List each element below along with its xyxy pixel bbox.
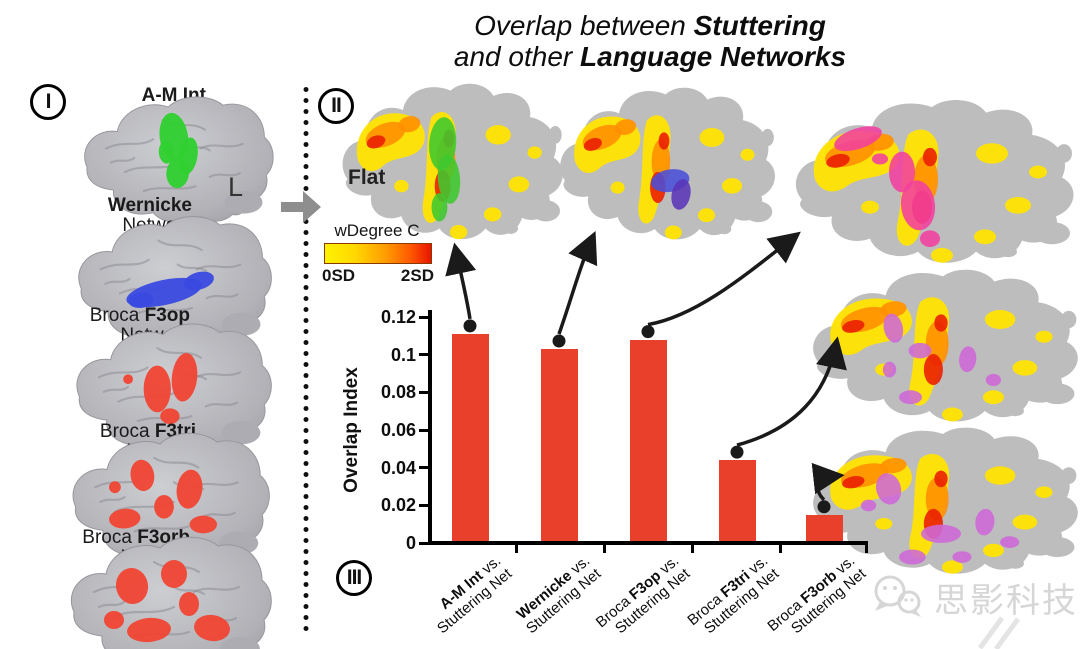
y-tick-label: 0.06 (380, 420, 416, 440)
colorbar-gradient (324, 243, 432, 264)
y-tick-label: 0.08 (380, 382, 416, 403)
x-tick (514, 545, 518, 553)
brain-render-2 (60, 316, 274, 458)
panel-divider (303, 84, 309, 636)
colorbar-title: wDegree C (334, 221, 420, 240)
flat-map-0 (330, 80, 568, 248)
brain-render-3 (56, 426, 272, 568)
flat-map-surface (813, 427, 1078, 574)
flat-map-4 (798, 424, 1080, 582)
y-tick (419, 541, 429, 545)
x-tick (778, 545, 782, 553)
flat-map-2 (780, 96, 1080, 272)
bar-2 (630, 339, 667, 541)
brain-surface (76, 323, 272, 454)
bar-to-map-arrow (557, 231, 598, 335)
bar-4 (806, 514, 843, 542)
flat-label: Flat (348, 166, 386, 189)
brain-surface (70, 536, 272, 649)
brain-render-4 (54, 532, 274, 649)
panel-arrow-icon (281, 191, 321, 223)
flat-map-3 (798, 266, 1080, 430)
panel-iii-badge: III (336, 560, 372, 596)
y-tick-label: 0 (405, 533, 416, 553)
bar-3 (719, 460, 756, 541)
brain-surface (78, 216, 272, 346)
flat-map-surface (795, 99, 1074, 263)
title-line2-bold: Language Networks (580, 41, 847, 72)
bar-marker-dot (552, 334, 566, 348)
panel-ii-badge: II (318, 88, 354, 124)
y-tick (419, 428, 429, 432)
watermark-text: 思影科技 (934, 581, 1078, 620)
wechat-icon (874, 575, 921, 617)
y-tick (419, 503, 429, 507)
bar-1 (541, 349, 578, 541)
bar-marker-dot (641, 325, 655, 339)
title-line1-pre: Overlap between (474, 10, 694, 41)
brain-surface (84, 96, 274, 223)
watermark: 思影科技 (866, 570, 1078, 624)
title-line1-bold: Stuttering (693, 10, 826, 41)
brain-render-0 (68, 92, 276, 224)
colorbar-max-label: 2SD (400, 266, 434, 285)
bar-to-map-arrow (647, 231, 801, 327)
bar-marker-dot (730, 445, 744, 459)
bar-to-map-arrow (445, 242, 477, 320)
y-tick-label: 0.12 (380, 307, 416, 327)
x-tick (864, 545, 868, 553)
title-line-1: Overlap between Stuttering (360, 10, 940, 41)
y-tick-label: 0.04 (380, 457, 416, 478)
y-axis (428, 310, 432, 545)
flat-map-1 (548, 84, 780, 248)
figure-title: Overlap between Stuttering and other Lan… (360, 10, 940, 72)
x-tick (690, 545, 694, 553)
title-line2-pre: and other (453, 41, 581, 72)
y-tick (419, 390, 429, 394)
brain-surface (72, 432, 270, 565)
bar-0 (452, 333, 489, 541)
y-tick (419, 353, 429, 357)
colorbar-min-label: 0SD (322, 266, 356, 285)
flat-map-surface (342, 83, 563, 240)
y-tick-label: 0.1 (390, 344, 416, 365)
flat-map-surface (560, 87, 775, 240)
title-line-2: and other Language Networks (360, 41, 940, 72)
y-tick (419, 466, 429, 470)
bar-marker-dot (463, 319, 477, 333)
flat-map-surface (813, 269, 1078, 422)
panel-i-label: I (45, 90, 52, 113)
panel-ii-label: II (331, 94, 342, 117)
y-tick-label: 0.02 (380, 495, 416, 516)
panel-iii-label: III (346, 566, 362, 589)
x-tick (602, 545, 606, 553)
y-tick (419, 315, 429, 319)
brain-render-1 (62, 206, 274, 352)
hemisphere-label: L (228, 172, 244, 202)
panel-i-badge: I (30, 84, 66, 120)
x-axis (428, 541, 868, 545)
